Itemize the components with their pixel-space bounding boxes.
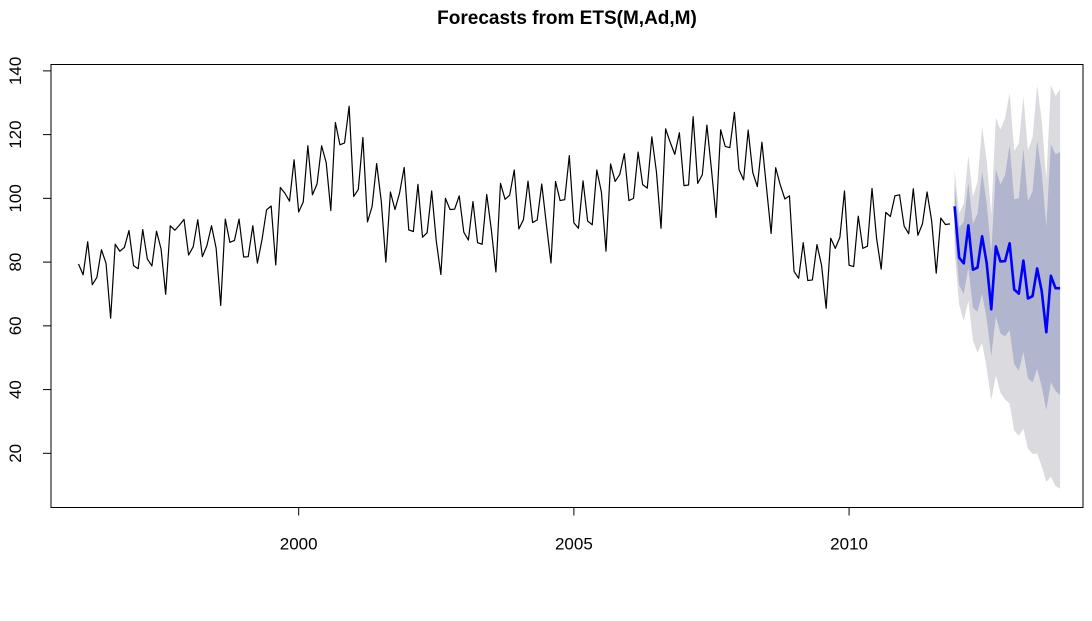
chart-title: Forecasts from ETS(M,Ad,M) — [437, 8, 697, 29]
history-series-line — [77, 105, 951, 319]
y-tick-label: 80 — [6, 253, 25, 272]
band-80-area — [954, 140, 1061, 411]
y-axis: 20 40 60 80 100 120 140 — [6, 57, 51, 463]
x-axis: 2000 2005 2010 — [280, 507, 868, 554]
y-tick-label: 100 — [6, 184, 25, 212]
band-80-layer — [954, 140, 1061, 411]
forecast-mean-line — [953, 206, 1061, 334]
y-tick-label: 60 — [6, 316, 25, 335]
forecast-layer — [953, 206, 1061, 334]
plot-frame — [50, 64, 1084, 508]
x-tick-label: 2000 — [280, 535, 318, 554]
y-tick-label: 140 — [6, 57, 25, 85]
y-tick-label: 20 — [6, 444, 25, 463]
history-layer — [77, 105, 951, 319]
y-tick-label: 120 — [6, 120, 25, 148]
x-tick-label: 2005 — [555, 535, 593, 554]
y-tick-label: 40 — [6, 380, 25, 399]
x-tick-label: 2010 — [830, 535, 868, 554]
